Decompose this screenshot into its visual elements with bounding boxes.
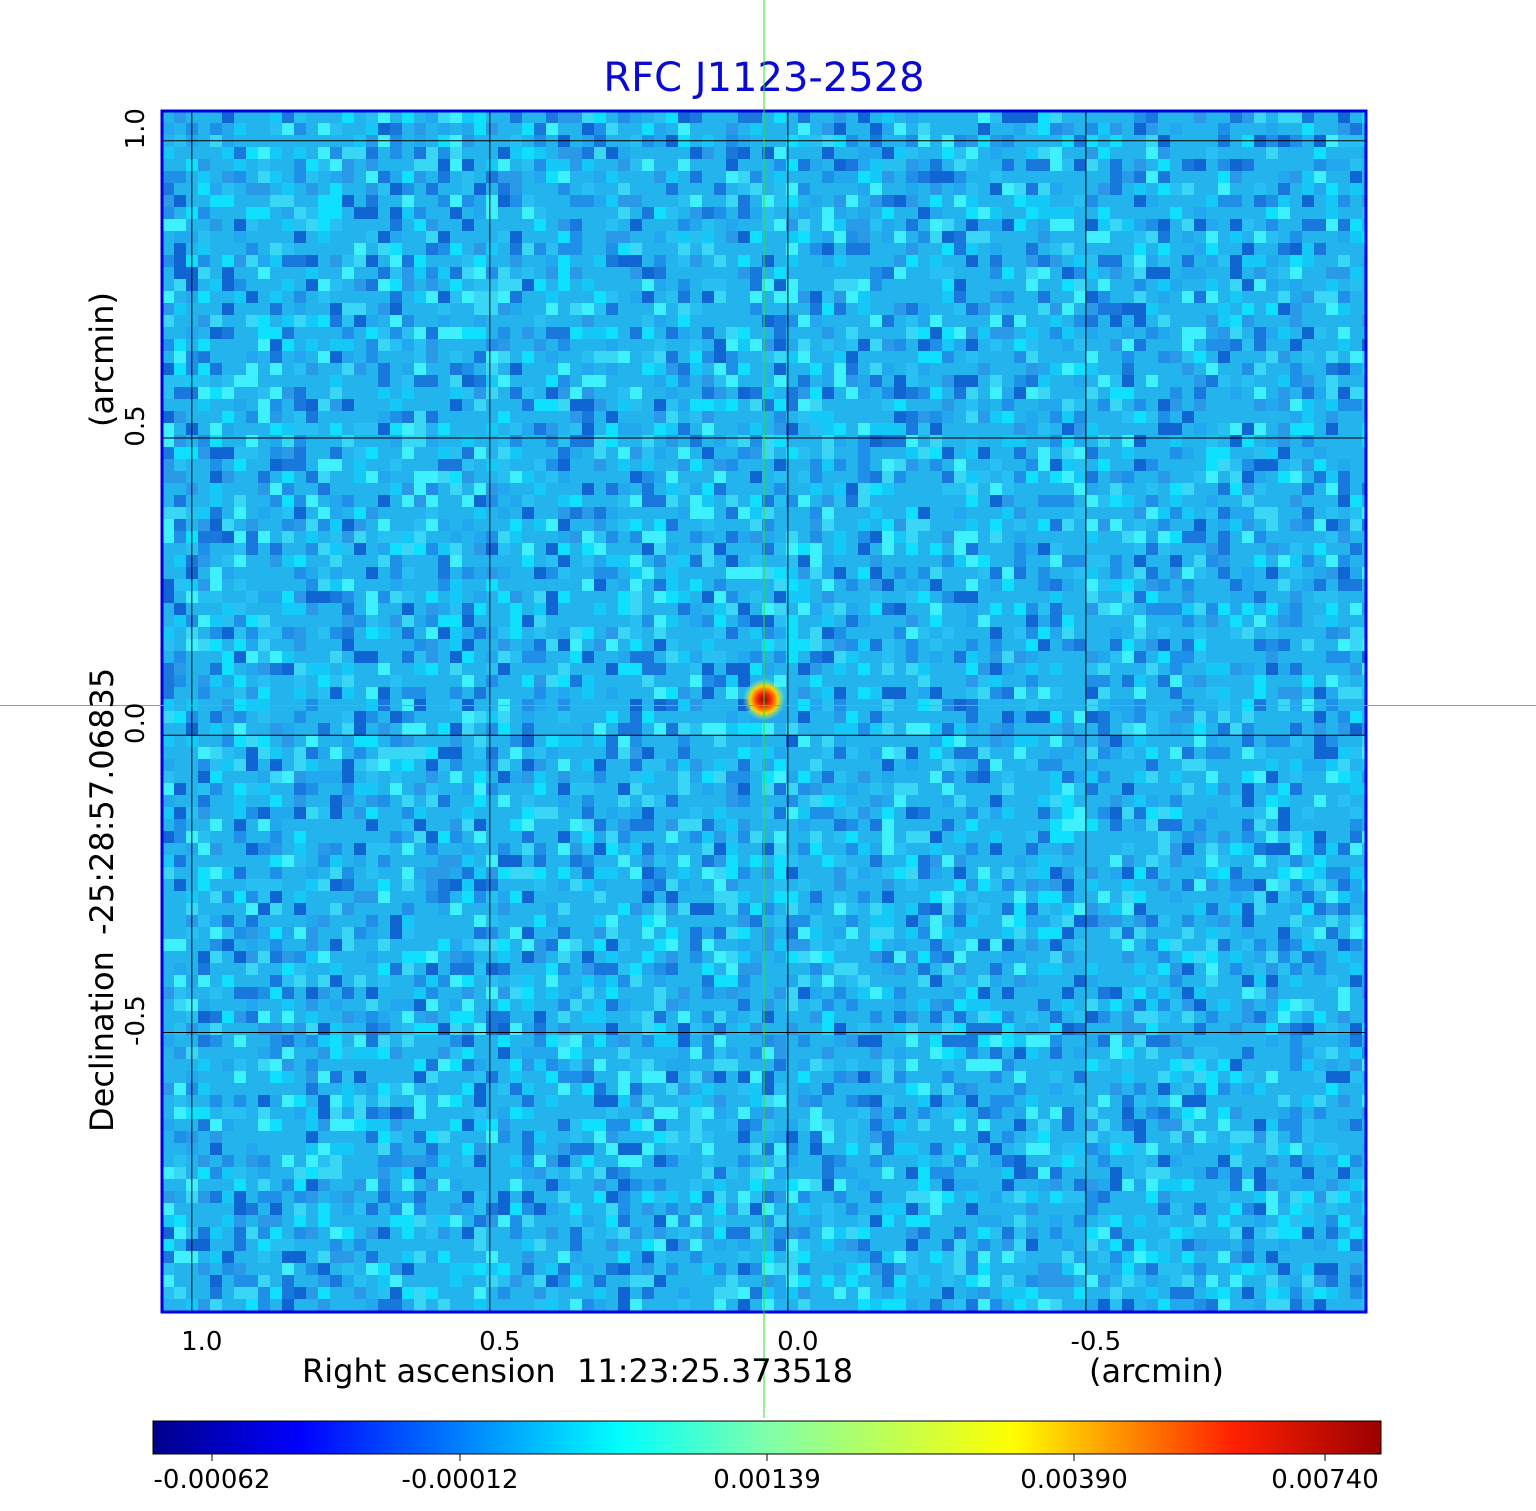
colorbar-tick-label: -0.00062 [154,1465,271,1495]
noise-pixels [162,111,1366,1312]
x-axis-label-prefix: Right ascension [302,1352,556,1390]
x-tick-label: 1.0 [181,1327,222,1357]
y-tick-label: -0.5 [121,995,151,1046]
colorbar [152,1420,1382,1455]
x-axis-label-value: 11:23:25.373518 [577,1352,853,1390]
x-axis-unit: (arcmin) [1089,1352,1224,1390]
colorbar-tick-label: -0.00012 [402,1465,519,1495]
y-tick-label: 1.0 [121,108,151,149]
y-axis-unit: (arcmin) [83,292,121,427]
y-tick-label: 0.5 [121,405,151,446]
y-axis-label-prefix: Declination [83,951,121,1132]
x-tick-label: -0.5 [1070,1327,1121,1357]
x-tick-labels: 1.0 0.5 0.0 -0.5 [181,1327,1121,1357]
colorbar-ticks: -0.00062 -0.00012 0.00139 0.00390 0.00740 [154,1454,1379,1495]
x-tick-label: 0.0 [777,1327,818,1357]
colorbar-tick-label: 0.00139 [713,1465,821,1495]
y-tick-labels: 1.0 0.5 0.0 -0.5 [121,108,151,1046]
image-plane [162,111,1366,1312]
y-axis-label-value: -25:28:57.06835 [83,668,121,935]
y-tick-label: 0.0 [121,703,151,744]
colorbar-tick-label: 0.00390 [1020,1465,1128,1495]
colorbar-tick-label: 0.00740 [1271,1465,1379,1495]
x-tick-label: 0.5 [479,1327,520,1357]
